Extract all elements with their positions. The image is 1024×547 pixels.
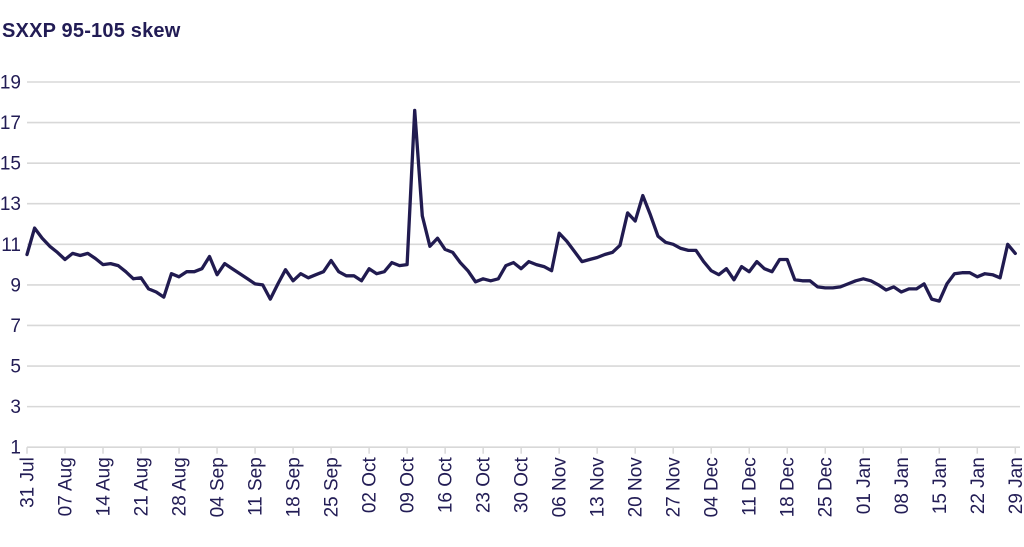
- x-tick-label: 04 Sep: [208, 457, 229, 517]
- x-tick-label: 18 Sep: [284, 457, 305, 517]
- y-tick-label: 19: [0, 73, 21, 94]
- data-line-sxxp-skew: [25, 108, 1017, 303]
- x-tick-label: 11 Dec: [740, 457, 761, 516]
- y-tick-label: 17: [0, 113, 21, 134]
- x-tick-label: 22 Jan: [968, 457, 989, 514]
- x-tick-label: 25 Dec: [816, 457, 837, 517]
- y-tick-label: 11: [1, 235, 21, 256]
- x-tick-label: 09 Oct: [398, 456, 419, 513]
- x-tick-label: 28 Aug: [170, 457, 191, 516]
- x-tick-label: 11 Sep: [246, 457, 267, 516]
- x-tick-label: 21 Aug: [132, 457, 153, 516]
- y-tick-label: 5: [10, 357, 21, 378]
- x-tick-label: 01 Jan: [854, 457, 875, 514]
- y-tick-label: 9: [10, 275, 21, 296]
- y-tick-label: 13: [0, 194, 21, 215]
- x-tick-label: 02 Oct: [360, 456, 381, 513]
- x-tick-label: 15 Jan: [930, 457, 951, 514]
- x-tick-label: 06 Nov: [550, 457, 571, 518]
- y-tick-label: 3: [10, 397, 21, 418]
- x-tick-label: 08 Jan: [892, 457, 913, 514]
- x-tick-label: 18 Dec: [778, 457, 799, 517]
- y-tick-label: 1: [10, 438, 21, 459]
- x-tick-label: 14 Aug: [94, 457, 115, 516]
- x-tick-label: 13 Nov: [588, 457, 609, 518]
- x-tick-label: 27 Nov: [664, 457, 685, 518]
- x-tick-label: 23 Oct: [474, 456, 495, 513]
- y-tick-label: 7: [10, 316, 21, 337]
- x-tick-label: 29 Jan: [1006, 457, 1024, 514]
- x-tick-label: 31 Jul: [18, 457, 39, 508]
- x-tick-label: 04 Dec: [702, 457, 723, 517]
- x-tick-label: 20 Nov: [626, 457, 647, 518]
- x-tick-label: 16 Oct: [436, 456, 457, 513]
- x-tick-label: 07 Aug: [56, 457, 77, 516]
- y-tick-label: 15: [0, 154, 21, 175]
- chart-title: SXXP 95-105 skew: [2, 20, 181, 42]
- x-tick-label: 30 Oct: [512, 456, 533, 513]
- x-tick-label: 25 Sep: [322, 457, 343, 517]
